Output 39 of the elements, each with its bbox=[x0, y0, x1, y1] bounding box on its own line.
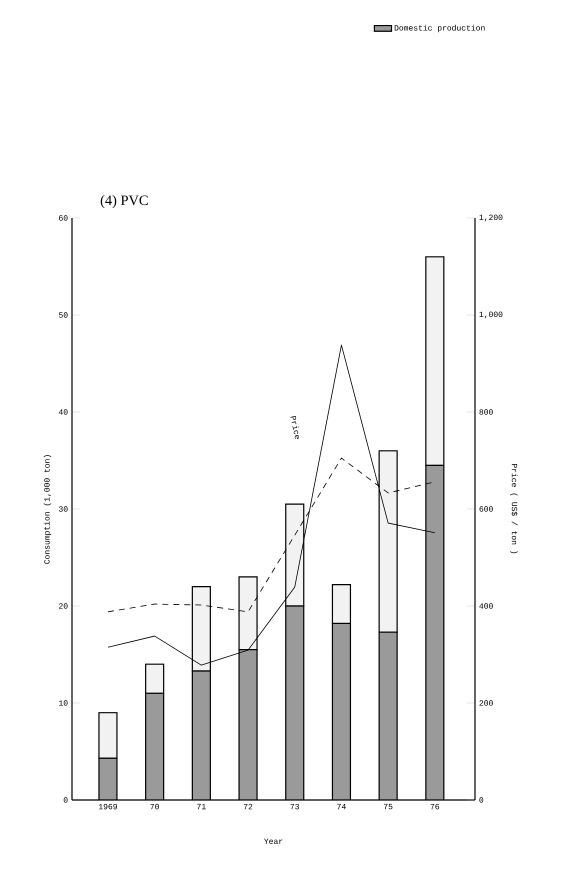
y-tick-label: 20 bbox=[59, 603, 68, 609]
x-tick-label: 73 bbox=[290, 804, 300, 810]
y-tick-label: 0 bbox=[64, 797, 68, 803]
y2-tick-label: 200 bbox=[479, 700, 493, 706]
bar bbox=[98, 758, 117, 800]
x-axis-title: Year bbox=[264, 838, 282, 844]
bar bbox=[379, 632, 398, 800]
y-tick-label: 30 bbox=[58, 506, 68, 512]
x-tick-label: 71 bbox=[197, 804, 206, 810]
y2-tick-label: 1,200 bbox=[480, 214, 502, 222]
y-axis-title: Consumption (1,000 ton) bbox=[44, 455, 52, 564]
bar bbox=[286, 606, 304, 800]
annotation: Price bbox=[290, 416, 300, 440]
y-tick-label: 10 bbox=[59, 700, 68, 706]
y2-tick-label: 800 bbox=[479, 409, 493, 415]
bar bbox=[332, 584, 352, 624]
bar bbox=[425, 464, 444, 800]
y-tick-label: 50 bbox=[58, 312, 68, 318]
x-tick-label: 72 bbox=[244, 804, 252, 810]
x-tick-label: 76 bbox=[430, 804, 440, 810]
x-tick-label: 75 bbox=[384, 804, 392, 810]
chart-title: (4) PVC bbox=[100, 195, 148, 208]
x-tick-label: 1969 bbox=[98, 804, 118, 810]
bar bbox=[145, 664, 164, 694]
y2-tick-label: 0 bbox=[479, 797, 484, 803]
y2-tick-label: 400 bbox=[479, 603, 493, 609]
x-tick-label: 70 bbox=[150, 804, 159, 810]
bar bbox=[239, 650, 258, 800]
bar bbox=[192, 670, 210, 800]
y2-axis-title: Price ( US$ / ton ) bbox=[510, 464, 518, 554]
bar bbox=[146, 693, 164, 800]
y-tick-label: 60 bbox=[59, 215, 68, 221]
y-tick-label: 40 bbox=[58, 409, 68, 415]
bar bbox=[285, 504, 304, 607]
y2-tick-label: 600 bbox=[480, 506, 493, 512]
y2-tick-label: 1,000 bbox=[480, 312, 502, 318]
bar bbox=[332, 623, 350, 800]
x-tick-label: 74 bbox=[337, 804, 346, 810]
legend-label: Domestic production bbox=[394, 24, 485, 32]
